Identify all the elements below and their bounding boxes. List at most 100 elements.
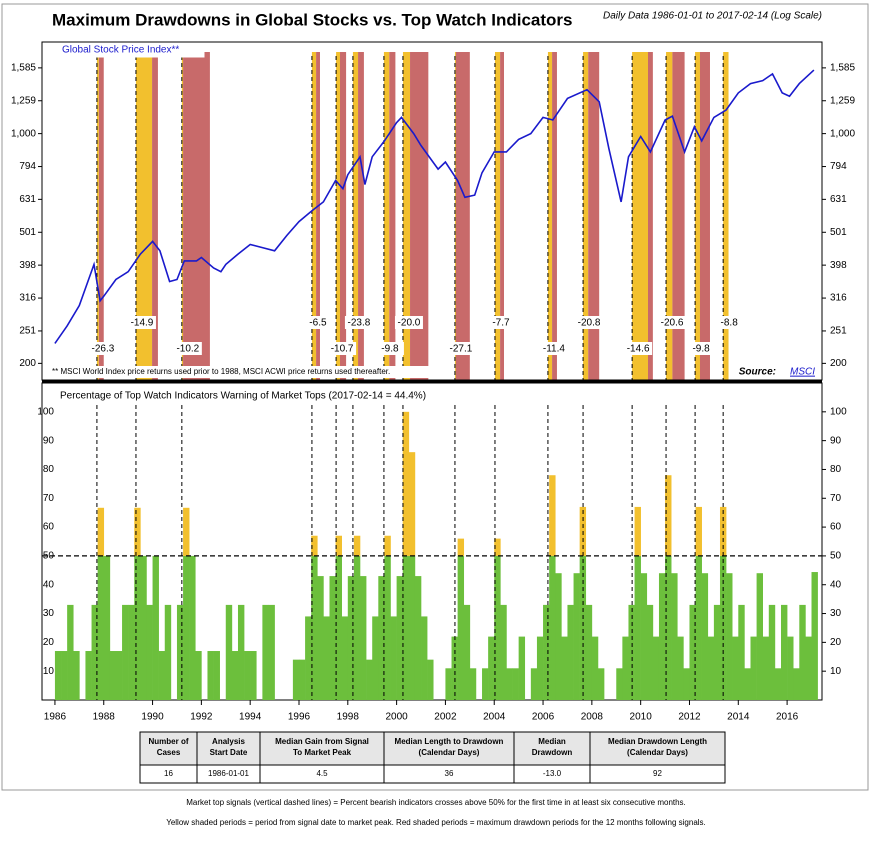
- y-tick-label: 90: [830, 435, 842, 446]
- y-tick-label: 20: [43, 637, 55, 648]
- bar: [451, 636, 458, 700]
- bar: [323, 616, 330, 700]
- bar: [695, 555, 702, 700]
- bar: [134, 555, 141, 700]
- bar: [671, 573, 678, 700]
- y-tick-label: 20: [830, 637, 842, 648]
- label-bg: [624, 342, 653, 355]
- bar: [54, 651, 62, 700]
- bar: [756, 573, 763, 700]
- bar: [567, 604, 574, 700]
- y-tick-label: 50: [830, 551, 842, 562]
- bar: [347, 576, 355, 700]
- bar-above: [665, 475, 672, 556]
- bar: [634, 555, 641, 700]
- bar-above: [311, 535, 318, 556]
- x-tick-label: 1998: [337, 712, 360, 723]
- drawdown-label: -14.9: [131, 318, 154, 329]
- footnote: Yellow shaded periods = period from sign…: [166, 818, 706, 827]
- bar: [262, 604, 269, 700]
- bar-above: [634, 506, 641, 556]
- x-tick-label: 2016: [776, 712, 799, 723]
- bar: [164, 604, 172, 700]
- x-tick-label: 1992: [190, 712, 213, 723]
- bar: [555, 573, 562, 700]
- bar: [640, 573, 648, 700]
- y-tick-label: 251: [830, 326, 847, 337]
- y-tick-label: 100: [37, 406, 54, 417]
- chart-title: Maximum Drawdowns in Global Stocks vs. T…: [52, 10, 572, 29]
- signal-period: [402, 52, 411, 380]
- drawdown-label: -8.8: [721, 318, 739, 329]
- x-tick-label: 1988: [93, 712, 116, 723]
- bar: [738, 604, 745, 700]
- drawdown-label: -20.0: [398, 318, 421, 329]
- bar: [707, 636, 715, 700]
- signal-period: [723, 52, 729, 380]
- signal-period: [494, 52, 501, 380]
- bar: [158, 651, 166, 700]
- chart-subtitle: Daily Data 1986-01-01 to 2017-02-14 (Log…: [603, 11, 822, 22]
- drawdown-label: -27.1: [450, 344, 473, 355]
- table-cell: 16: [164, 769, 173, 778]
- y-tick-label: 251: [19, 326, 36, 337]
- y-tick-label: 398: [19, 260, 36, 271]
- bar: [665, 555, 672, 700]
- bar: [543, 604, 550, 700]
- x-tick-label: 1986: [44, 712, 67, 723]
- table-body: [139, 764, 726, 784]
- table-header-text: Median Drawdown Length: [608, 737, 707, 746]
- y-tick-label: 30: [830, 608, 842, 619]
- drawdown-period: [699, 52, 710, 380]
- drawdown-period: [647, 52, 653, 380]
- bar: [109, 651, 117, 700]
- x-tick-label: 2008: [581, 712, 604, 723]
- drawdown-period: [358, 52, 364, 380]
- bar: [67, 604, 74, 700]
- label-bg: [687, 342, 716, 355]
- x-tick-label: 2012: [678, 712, 701, 723]
- bar: [268, 604, 275, 700]
- bar-above: [183, 507, 190, 556]
- frame: [1, 3, 869, 791]
- label-bg: [715, 316, 744, 329]
- y-tick-label: 1,000: [830, 128, 855, 139]
- bar: [427, 659, 434, 700]
- bar: [298, 659, 306, 700]
- label-bg: [486, 316, 515, 329]
- bar: [146, 604, 153, 700]
- bar: [744, 668, 751, 700]
- y-tick-label: 60: [830, 522, 842, 533]
- y-tick-label: 631: [19, 194, 36, 205]
- bar: [506, 668, 513, 700]
- table-header-text: Drawdown: [532, 748, 573, 757]
- table-cell: 1986-01-01: [208, 769, 249, 778]
- bar: [292, 659, 300, 700]
- bar: [128, 604, 135, 700]
- source-bg: [738, 366, 818, 378]
- panel-title: Percentage of Top Watch Indicators Warni…: [60, 391, 426, 402]
- bar: [774, 668, 782, 700]
- y-tick-label: 501: [19, 227, 36, 238]
- bar: [646, 604, 654, 700]
- signal-period: [547, 52, 553, 380]
- drawdown-period: [339, 52, 347, 380]
- table-header-text: Number of: [149, 737, 189, 746]
- signal-period: [96, 52, 99, 380]
- y-tick-label: 1,259: [830, 95, 855, 106]
- bar: [225, 604, 233, 700]
- bar: [762, 636, 770, 700]
- bar: [140, 555, 147, 700]
- signal-period: [666, 52, 673, 380]
- bar: [152, 555, 159, 700]
- table-header: [139, 731, 726, 766]
- drawdown-label: -20.8: [578, 318, 601, 329]
- bar: [341, 616, 349, 700]
- y-tick-label: 316: [830, 293, 847, 304]
- bar: [689, 604, 696, 700]
- y-tick-label: 80: [830, 464, 842, 475]
- bar: [494, 555, 501, 700]
- bar-above: [408, 452, 416, 556]
- drawdown-period: [183, 52, 210, 380]
